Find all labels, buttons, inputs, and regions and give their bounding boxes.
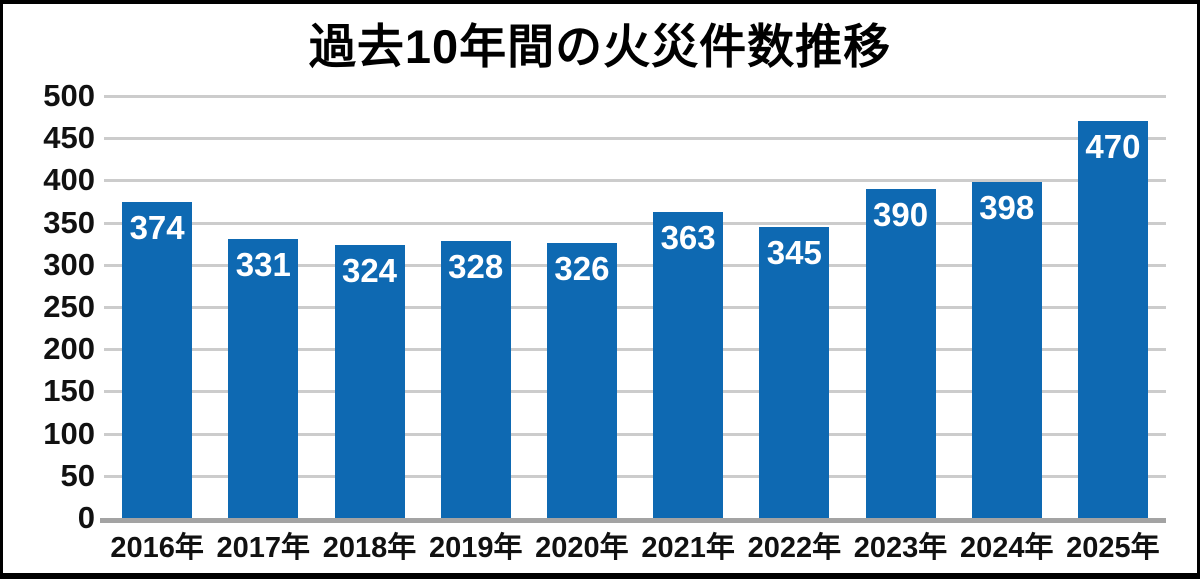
bar-2017年: 331	[228, 238, 299, 518]
plot-area	[104, 95, 1166, 518]
bar-slot-2024年: 398	[954, 96, 1060, 518]
x-tick-label: 2019年	[428, 532, 523, 564]
bar-slot-2020年: 326	[529, 96, 635, 518]
bar-value-label: 390	[872, 195, 929, 233]
x-tick-label: 2022年	[747, 532, 842, 564]
x-tick-label: 2020年	[535, 532, 629, 564]
y-tick-label: 50	[60, 457, 95, 493]
bar-slot-2023年: 390	[847, 96, 953, 518]
bar-value-label: 374	[129, 209, 185, 247]
gridline-400	[104, 179, 1166, 183]
bar-2018年: 324	[334, 244, 405, 518]
bar-slot-2017年: 331	[210, 96, 316, 518]
x-tick-label: 2024年	[959, 532, 1054, 564]
x-tick-label: 2023年	[853, 532, 948, 564]
x-tick-label: 2016年	[110, 532, 204, 564]
bar-slot-2018年: 324	[316, 96, 422, 518]
bar-value-label: 470	[1085, 128, 1141, 166]
x-axis-baseline	[100, 518, 1166, 523]
bar-value-label: 328	[448, 248, 504, 286]
bar-2019年: 328	[440, 241, 511, 518]
bar-slot-2025年: 470	[1060, 96, 1166, 518]
y-tick-label: 450	[43, 120, 95, 156]
bar-value-label: 324	[341, 251, 398, 289]
x-tick-label: 2025年	[1066, 532, 1160, 564]
y-tick-label: 400	[43, 162, 95, 198]
bar-value-label: 345	[766, 233, 822, 271]
gridline-350	[104, 221, 1166, 225]
bar-slot-2022年: 345	[741, 96, 847, 518]
bar-slot-2019年: 328	[423, 96, 529, 518]
bar-2020年: 326	[546, 242, 617, 518]
bar-2022年: 345	[759, 226, 830, 518]
x-tick-label: 2021年	[641, 532, 735, 564]
y-tick-label: 150	[43, 373, 95, 409]
chart-title: 過去10年間の火災件数推移	[308, 20, 892, 73]
x-axis-labels: 2016年 2017年 2018年 2019年 2020年 2021年 2022年 2023年…	[104, 528, 1166, 570]
bar-slot-2016年: 374	[104, 96, 210, 518]
bar-value-label: 331	[235, 245, 291, 283]
gridline-450	[104, 137, 1166, 141]
gridline-200	[104, 348, 1166, 352]
bar-value-label: 326	[554, 249, 610, 287]
gridline-150	[104, 390, 1166, 394]
bar-slot-2021年: 363	[635, 96, 741, 518]
y-tick-label: 100	[43, 415, 95, 451]
bar-value-label: 398	[979, 189, 1035, 227]
y-tick-label: 300	[43, 246, 95, 282]
bar-series: 374 331 324 328 326 363 345 390 398 470	[104, 96, 1166, 518]
x-tick-label: 2018年	[322, 532, 417, 564]
bar-2021年: 363	[653, 211, 724, 518]
bar-2016年: 374	[122, 202, 193, 518]
gridline-50	[104, 474, 1166, 478]
gridline-250	[104, 306, 1166, 309]
gridline-500	[104, 95, 1166, 98]
y-tick-label: 350	[43, 204, 95, 240]
y-tick-label: 500	[43, 78, 95, 113]
gridline-100	[104, 432, 1166, 436]
bar-2023年: 390	[865, 188, 936, 518]
bar-2024年: 398	[971, 182, 1042, 518]
bar-value-label: 363	[660, 218, 716, 256]
gridline-300	[104, 263, 1166, 267]
x-tick-label: 2017年	[216, 532, 311, 564]
y-tick-label: 0	[77, 500, 95, 535]
y-tick-label: 250	[43, 289, 95, 324]
y-tick-label: 200	[43, 331, 95, 367]
bar-2025年: 470	[1077, 121, 1148, 518]
